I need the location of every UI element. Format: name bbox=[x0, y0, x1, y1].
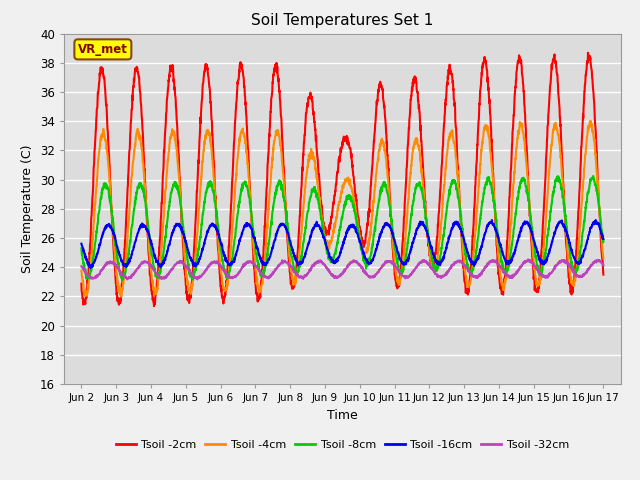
Tsoil -8cm bbox=[489, 190, 497, 195]
X-axis label: Time: Time bbox=[327, 408, 358, 421]
Tsoil -16cm bbox=[104, 222, 112, 228]
Tsoil -32cm bbox=[585, 266, 593, 272]
Line: Tsoil -2cm: Tsoil -2cm bbox=[81, 53, 604, 306]
Tsoil -2cm bbox=[150, 303, 158, 309]
Tsoil -2cm bbox=[585, 56, 593, 62]
Tsoil -16cm bbox=[585, 232, 593, 238]
Tsoil -16cm bbox=[318, 228, 326, 233]
Tsoil -32cm bbox=[104, 260, 112, 265]
Text: VR_met: VR_met bbox=[78, 43, 128, 56]
Tsoil -2cm bbox=[584, 50, 592, 56]
Tsoil -2cm bbox=[332, 188, 339, 194]
Tsoil -32cm bbox=[124, 276, 131, 282]
Title: Soil Temperatures Set 1: Soil Temperatures Set 1 bbox=[252, 13, 433, 28]
Tsoil -4cm bbox=[489, 175, 497, 181]
Y-axis label: Soil Temperature (C): Soil Temperature (C) bbox=[21, 144, 35, 273]
Tsoil -32cm bbox=[600, 263, 607, 268]
Line: Tsoil -32cm: Tsoil -32cm bbox=[81, 259, 604, 279]
Tsoil -32cm bbox=[524, 256, 532, 262]
Tsoil -4cm bbox=[118, 294, 125, 300]
Tsoil -4cm bbox=[104, 159, 112, 165]
Tsoil -4cm bbox=[318, 213, 326, 218]
Line: Tsoil -8cm: Tsoil -8cm bbox=[81, 176, 604, 280]
Tsoil -2cm bbox=[585, 53, 593, 59]
Tsoil -16cm bbox=[86, 265, 94, 271]
Tsoil -4cm bbox=[584, 128, 592, 133]
Tsoil -8cm bbox=[104, 186, 112, 192]
Tsoil -4cm bbox=[332, 220, 339, 226]
Tsoil -8cm bbox=[600, 237, 607, 242]
Tsoil -8cm bbox=[318, 217, 326, 223]
Tsoil -16cm bbox=[489, 222, 497, 228]
Tsoil -8cm bbox=[77, 245, 85, 251]
Line: Tsoil -4cm: Tsoil -4cm bbox=[81, 121, 604, 297]
Tsoil -8cm bbox=[332, 252, 339, 257]
Tsoil -2cm bbox=[104, 133, 112, 139]
Tsoil -32cm bbox=[585, 265, 593, 271]
Tsoil -4cm bbox=[600, 255, 607, 261]
Tsoil -2cm bbox=[318, 203, 326, 209]
Tsoil -16cm bbox=[585, 232, 593, 238]
Tsoil -2cm bbox=[77, 281, 85, 287]
Legend: Tsoil -2cm, Tsoil -4cm, Tsoil -8cm, Tsoil -16cm, Tsoil -32cm: Tsoil -2cm, Tsoil -4cm, Tsoil -8cm, Tsoi… bbox=[111, 435, 573, 454]
Tsoil -2cm bbox=[489, 164, 497, 169]
Tsoil -8cm bbox=[585, 190, 593, 195]
Tsoil -16cm bbox=[600, 236, 607, 242]
Tsoil -32cm bbox=[489, 258, 497, 264]
Tsoil -16cm bbox=[488, 217, 496, 223]
Tsoil -4cm bbox=[77, 268, 85, 274]
Tsoil -16cm bbox=[332, 260, 339, 265]
Tsoil -4cm bbox=[587, 118, 595, 124]
Tsoil -2cm bbox=[600, 272, 607, 277]
Tsoil -16cm bbox=[77, 241, 85, 247]
Tsoil -8cm bbox=[589, 173, 597, 179]
Tsoil -8cm bbox=[118, 277, 126, 283]
Tsoil -32cm bbox=[318, 259, 326, 264]
Line: Tsoil -16cm: Tsoil -16cm bbox=[81, 220, 604, 268]
Tsoil -32cm bbox=[332, 274, 339, 279]
Tsoil -32cm bbox=[77, 264, 85, 269]
Tsoil -4cm bbox=[585, 123, 593, 129]
Tsoil -8cm bbox=[584, 189, 592, 194]
